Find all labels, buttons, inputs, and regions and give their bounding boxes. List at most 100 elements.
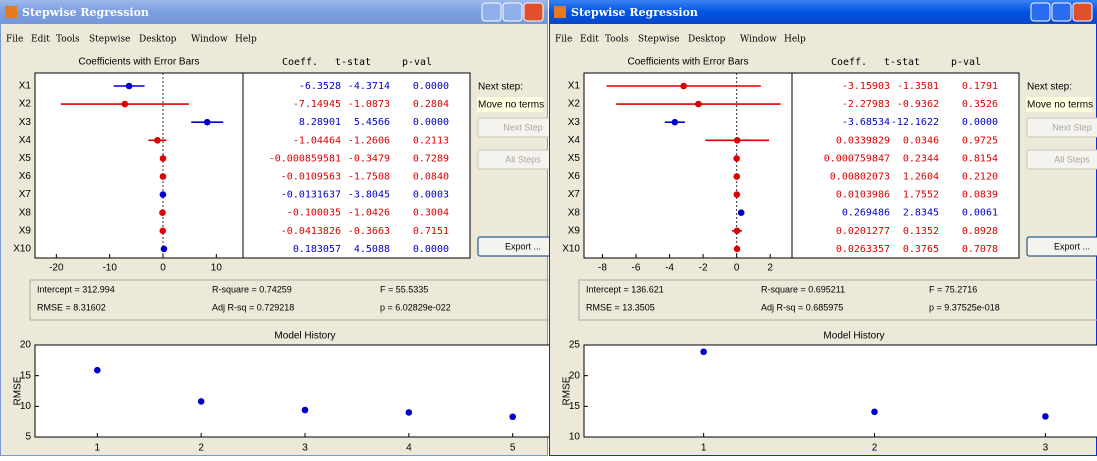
table-cell: 0.269486	[842, 208, 890, 219]
coef-point	[154, 137, 161, 144]
table-cell: -0.0109563	[281, 172, 341, 183]
window: Stepwise Regression File Edit Tools Stepwise…	[549, 0, 1097, 456]
coef-point	[203, 118, 211, 126]
term-label: X9	[568, 225, 581, 236]
table-header: Coeff.	[831, 57, 867, 68]
term-label: X6	[568, 171, 581, 182]
coef-point	[159, 191, 167, 198]
table-cell: 0.183057	[293, 244, 341, 255]
table-cell: 0.0263357	[836, 244, 890, 255]
menu-item[interactable]: Edit	[580, 35, 599, 45]
y-tick-label: 20	[569, 370, 581, 381]
menu-item[interactable]: Tools	[605, 35, 629, 45]
next-step-value: Move no terms	[478, 100, 544, 111]
coef-point	[695, 100, 702, 108]
term-label: X8	[19, 207, 32, 218]
button-label[interactable]: Export ...	[505, 241, 541, 251]
coef-point	[159, 173, 167, 180]
button-label[interactable]: Export ...	[1054, 241, 1090, 251]
y-tick-label: 20	[20, 340, 32, 351]
table-cell: 0.8928	[962, 226, 998, 237]
menu-item[interactable]: File	[6, 35, 23, 45]
stat: Intercept = 136.621	[586, 284, 664, 294]
window: Stepwise Regression File Edit Tools Stepwise…	[0, 0, 576, 456]
term-label: X10	[13, 244, 31, 255]
app-icon	[5, 6, 17, 18]
window-title: Stepwise Regression	[22, 6, 149, 19]
table-cell: 0.7078	[962, 244, 998, 255]
table-cell: 0.3765	[903, 244, 939, 255]
app-icon	[554, 6, 566, 18]
table-cell: 0.0061	[962, 208, 998, 219]
term-label: X1	[19, 81, 32, 92]
term-label: X6	[19, 171, 32, 182]
y-axis-label: RMSE	[562, 376, 573, 405]
table-cell: 4.5088	[354, 244, 390, 255]
coef-point	[159, 209, 166, 216]
x-tick-label: 3	[302, 443, 308, 454]
table-cell: 0.0000	[413, 117, 449, 128]
table-cell: -0.3479	[348, 153, 390, 164]
menu-item[interactable]: Stepwise	[89, 35, 130, 45]
table-header: p-val	[951, 57, 981, 68]
table-cell: -1.0873	[348, 99, 390, 110]
close-button[interactable]	[1072, 2, 1093, 22]
close-button[interactable]	[523, 2, 544, 22]
menu-item[interactable]: Desktop	[139, 35, 177, 45]
term-label: X4	[19, 135, 32, 146]
menu-item[interactable]: Help	[235, 35, 257, 45]
term-label: X3	[568, 117, 581, 128]
menu-item[interactable]: Window	[191, 35, 228, 45]
menu-item[interactable]: Stepwise	[638, 35, 679, 45]
x-tick-label: -2	[699, 263, 708, 274]
table-cell: 0.0000	[962, 117, 998, 128]
button-label: All Steps	[505, 154, 541, 164]
menu-item[interactable]: File	[555, 35, 572, 45]
x-tick-label: -20	[49, 263, 64, 274]
table-cell: 0.7151	[413, 226, 449, 237]
term-label: X3	[19, 117, 32, 128]
table-cell: -0.000859581	[269, 153, 341, 164]
table-cell: -12.1622	[891, 117, 939, 128]
coef-point	[680, 82, 687, 90]
table-cell: 0.0000	[413, 81, 449, 92]
table-cell: 0.0840	[413, 172, 449, 183]
menu-item[interactable]: Help	[784, 35, 806, 45]
term-label: X7	[19, 189, 32, 200]
coef-table	[791, 72, 1020, 259]
table-cell: 0.0346	[903, 135, 939, 146]
button[interactable]	[1026, 236, 1097, 257]
table-cell: 0.1352	[903, 226, 939, 237]
button	[1026, 149, 1097, 170]
coef-plot-title: Coefficients with Error Bars	[628, 57, 749, 68]
table-cell: 0.8154	[962, 153, 998, 164]
menu-item[interactable]: Window	[740, 35, 777, 45]
stat: R-square = 0.695211	[761, 284, 845, 294]
stat: Intercept = 312.994	[37, 284, 115, 294]
minimize-button[interactable]	[1030, 2, 1051, 22]
history-point	[94, 366, 101, 374]
history-point	[197, 398, 205, 405]
y-tick-label: 10	[569, 432, 581, 443]
next-step-value: Move no terms	[1027, 100, 1093, 111]
coef-point	[733, 191, 741, 198]
x-tick-label: 0	[734, 263, 740, 274]
coef-point	[733, 227, 741, 235]
table-header: t-stat	[884, 57, 920, 68]
menu-item[interactable]: Tools	[56, 35, 80, 45]
maximize-button[interactable]	[1051, 2, 1072, 22]
menu-item[interactable]: Edit	[31, 35, 50, 45]
table-header: Coeff.	[282, 57, 318, 68]
y-axis-label: RMSE	[13, 376, 24, 405]
term-label: X4	[568, 135, 581, 146]
term-label: X5	[568, 153, 581, 164]
coef-point	[737, 209, 745, 216]
menu-item[interactable]: Desktop	[688, 35, 726, 45]
coef-point	[159, 155, 167, 162]
minimize-button[interactable]	[481, 2, 502, 22]
x-tick-label: 5	[510, 443, 516, 454]
table-cell: 0.0003	[413, 190, 449, 201]
maximize-button[interactable]	[502, 2, 523, 22]
stat: p = 9.37525e-018	[929, 302, 1000, 312]
